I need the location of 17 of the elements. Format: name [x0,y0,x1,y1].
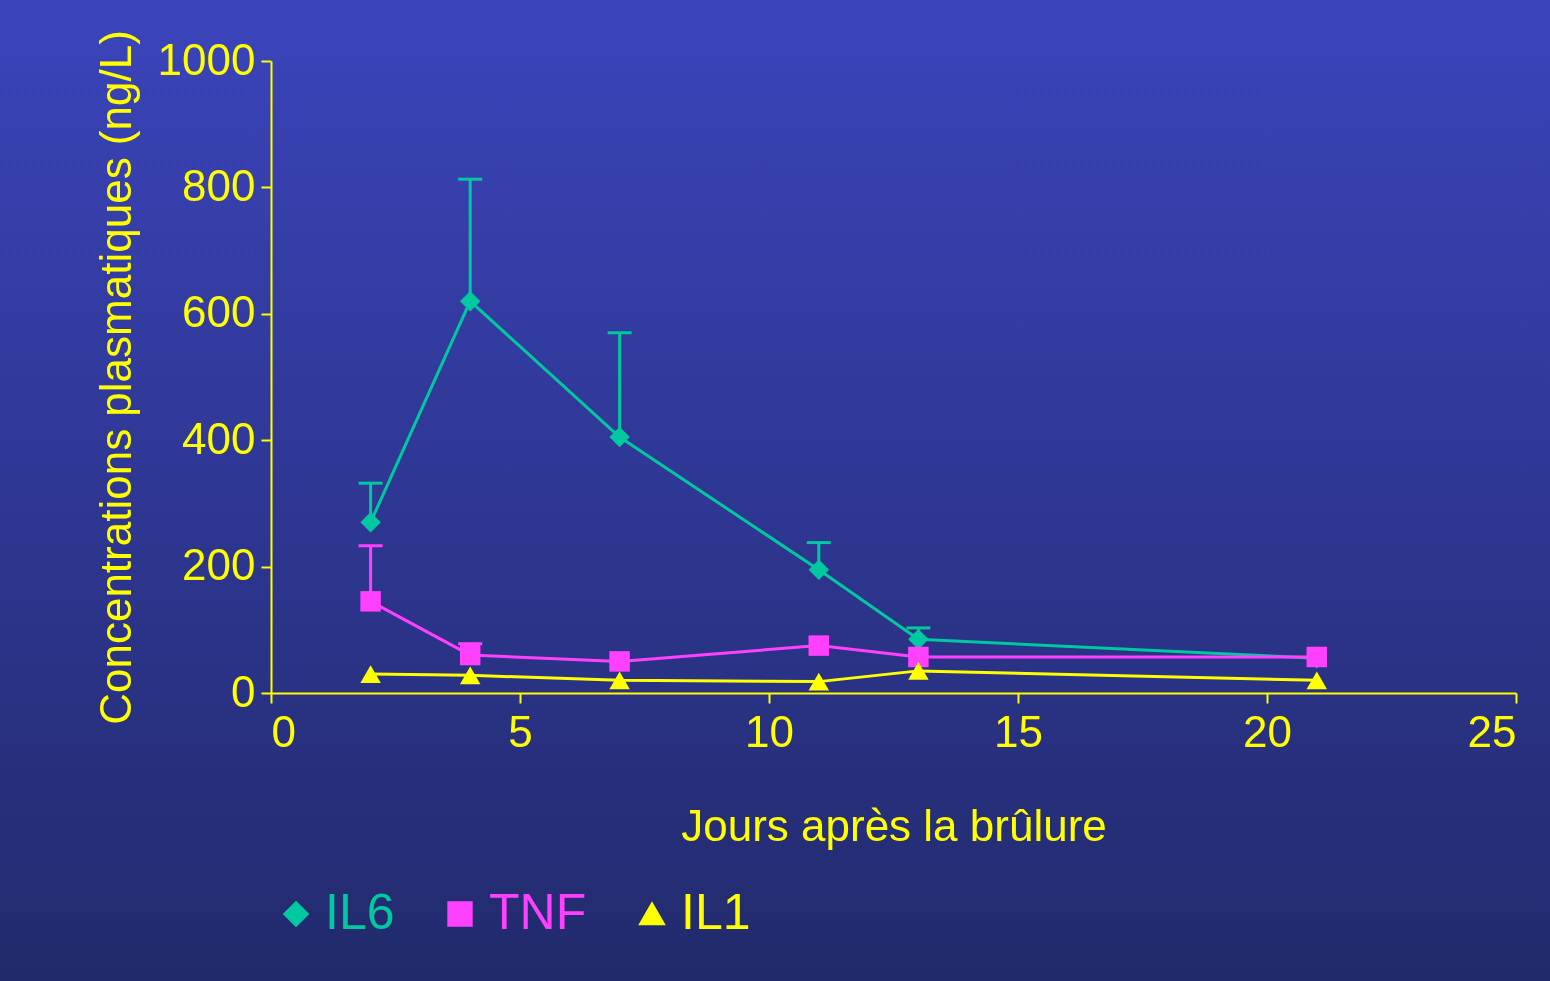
y-tick-label: 200 [182,540,256,590]
x-tick-label: 15 [994,706,1043,756]
x-tick-label: 25 [1467,706,1517,756]
legend-label: TNF [489,884,587,940]
y-tick-label: 1000 [157,34,256,84]
y-tick-label: 600 [182,287,256,337]
legend-label: IL1 [681,884,751,940]
x-tick-label: 0 [271,706,296,756]
y-tick-label: 400 [182,413,256,463]
y-tick-label: 0 [231,666,256,716]
x-tick-label: 5 [508,706,533,756]
x-axis-title: Jours après la brûlure [681,800,1107,850]
legend-label: IL6 [325,884,395,940]
x-tick-label: 20 [1243,706,1292,756]
x-tick-label: 10 [745,706,794,756]
y-tick-label: 800 [182,160,256,210]
y-axis-title: Concentrations plasmatiques (ng/L) [90,30,140,725]
